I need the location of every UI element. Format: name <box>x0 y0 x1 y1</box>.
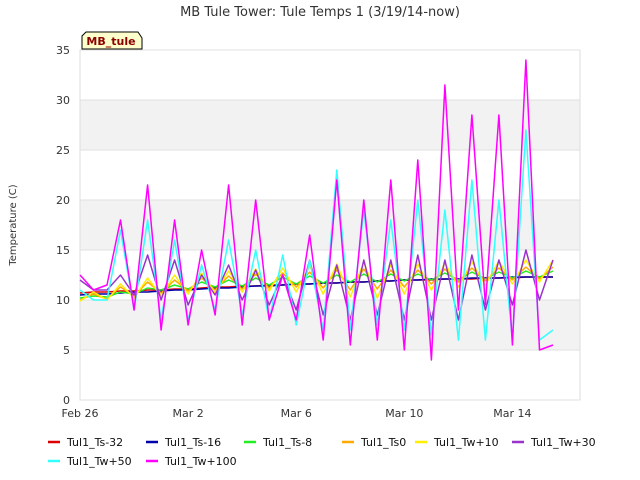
legend-label: Tul1_Ts-32 <box>66 436 123 449</box>
legend-item: Tul1_Tw+50 <box>48 455 132 468</box>
legend-label: Tul1_Ts-16 <box>164 436 221 449</box>
x-tick-label: Feb 26 <box>62 407 99 420</box>
legend-item: Tul1_Ts-16 <box>146 436 221 449</box>
legend-label: Tul1_Tw+10 <box>433 436 499 449</box>
legend-label: Tul1_Ts-8 <box>262 436 312 449</box>
station-badge-label: MB_tule <box>86 35 135 48</box>
legend-label: Tul1_Tw+100 <box>164 455 237 468</box>
legend-item: Tul1_Tw+100 <box>146 455 237 468</box>
y-tick-label: 5 <box>63 344 70 357</box>
x-axis-ticks: Feb 26 Mar 2 Mar 6 Mar 10 Mar 14 <box>62 407 532 420</box>
y-tick-label: 15 <box>56 244 70 257</box>
station-badge: MB_tule <box>81 31 143 50</box>
legend: Tul1_Ts-32 Tul1_Ts-16 Tul1_Ts-8 Tul1_Ts0 Tul… <box>48 436 596 468</box>
plot-band <box>80 300 580 350</box>
y-tick-label: 25 <box>56 144 70 157</box>
series-line-tul1-tw-100 <box>79 59 554 361</box>
legend-label: Tul1_Tw+50 <box>66 455 132 468</box>
y-tick-label: 10 <box>56 294 70 307</box>
y-tick-label: 30 <box>56 94 70 107</box>
y-tick-label: 20 <box>56 194 70 207</box>
x-tick-label: Mar 10 <box>385 407 423 420</box>
chart-title: MB Tule Tower: Tule Temps 1 (3/19/14-now… <box>180 5 460 20</box>
legend-item: Tul1_Ts0 <box>342 436 406 449</box>
x-tick-label: Mar 2 <box>172 407 203 420</box>
legend-item: Tul1_Ts-32 <box>48 436 123 449</box>
x-tick-label: Mar 6 <box>281 407 312 420</box>
x-tick-label: Mar 14 <box>493 407 531 420</box>
y-axis-ticks: 0 5 10 15 20 25 30 35 <box>56 44 70 407</box>
legend-item: Tul1_Tw+30 <box>512 436 596 449</box>
series-lines <box>79 59 554 361</box>
legend-item: Tul1_Ts-8 <box>244 436 312 449</box>
y-tick-label: 0 <box>63 394 70 407</box>
y-axis-label: Temperature (C) <box>8 184 19 266</box>
plot-band <box>80 100 580 150</box>
legend-item: Tul1_Tw+10 <box>415 436 499 449</box>
legend-label: Tul1_Ts0 <box>360 436 406 449</box>
station-badge-shape <box>81 31 143 50</box>
legend-label: Tul1_Tw+30 <box>530 436 596 449</box>
y-tick-label: 35 <box>56 44 70 57</box>
